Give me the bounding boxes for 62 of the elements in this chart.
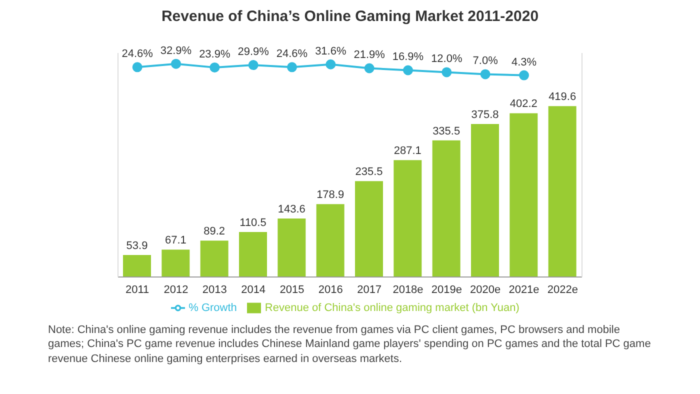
- data-label: 24.6%: [122, 48, 154, 60]
- x-tick-label: 2012: [164, 284, 188, 296]
- data-label: 178.9: [316, 189, 344, 202]
- x-tick-label: 2018e: [392, 284, 424, 296]
- x-tick-label: 2019e: [431, 284, 462, 296]
- data-label: 375.8: [471, 108, 499, 121]
- point: [364, 63, 374, 74]
- data-label: 287.1: [394, 145, 422, 158]
- point: [287, 62, 297, 72]
- data-label: 89.2: [204, 226, 226, 238]
- bar: [510, 113, 538, 277]
- bar: [123, 255, 151, 277]
- bar: [394, 160, 422, 277]
- x-tick-label: 2017: [357, 284, 382, 296]
- bar: [471, 124, 499, 277]
- data-label: 335.5: [432, 125, 460, 138]
- x-tick-label: 2014: [241, 284, 266, 296]
- x-tick-label: 2021e: [508, 284, 540, 296]
- data-label: 12.0%: [431, 53, 462, 66]
- data-label: 67.1: [164, 234, 186, 247]
- data-label: 143.6: [278, 204, 306, 216]
- bar: [548, 106, 576, 277]
- data-label: 31.6%: [315, 45, 346, 58]
- point: [326, 59, 336, 70]
- bar: [162, 250, 190, 277]
- legend-label: % Growth: [188, 302, 237, 314]
- bar: [200, 240, 228, 277]
- x-tick-label: 2022e: [547, 284, 578, 296]
- x-tick-label: 2020e: [470, 284, 501, 296]
- point: [480, 69, 490, 80]
- point: [171, 58, 181, 69]
- data-label: 53.9: [126, 240, 148, 252]
- point: [519, 70, 529, 80]
- bar: [355, 181, 383, 277]
- text: Note: China's online gaming revenue includes the revenue from games via PC client games, PC browsers and mobile games; China's PC game revenue includes Chinese Mainland game players' spending on PC games and the total PC game revenue Chinese online gaming enterprises earned in overseas markets.: [48, 323, 652, 366]
- data-label: 110.5: [240, 216, 266, 229]
- data-label: 419.6: [548, 91, 576, 104]
- data-label: 24.6%: [276, 48, 308, 60]
- bar: [278, 218, 306, 277]
- bar: [316, 204, 344, 277]
- x-tick-label: 2013: [202, 284, 227, 296]
- point: [248, 60, 258, 70]
- bar: [239, 232, 267, 277]
- point: [210, 62, 220, 72]
- data-label: 402.2: [510, 98, 538, 110]
- x-tick-label: 2016: [318, 284, 343, 296]
- legend-label: Revenue of China's online gaming market (bn Yuan): [264, 302, 520, 314]
- data-label: 23.9%: [199, 48, 230, 60]
- x-tick-label: 2015: [280, 284, 304, 296]
- data-label: 29.9%: [238, 46, 270, 58]
- chart-title: Revenue of China’s Online Gaming Market 2011-2020: [160, 8, 540, 25]
- data-label: 4.3%: [511, 56, 537, 68]
- point: [132, 62, 142, 72]
- point: [403, 65, 413, 76]
- data-label: 7.0%: [472, 55, 498, 68]
- data-label: 16.9%: [392, 51, 424, 64]
- point: [442, 67, 452, 78]
- data-label: 235.5: [355, 166, 383, 178]
- bar: [432, 140, 460, 277]
- x-tick-label: 2011: [126, 284, 150, 296]
- data-label: 32.9%: [160, 44, 192, 57]
- data-label: 21.9%: [354, 49, 386, 62]
